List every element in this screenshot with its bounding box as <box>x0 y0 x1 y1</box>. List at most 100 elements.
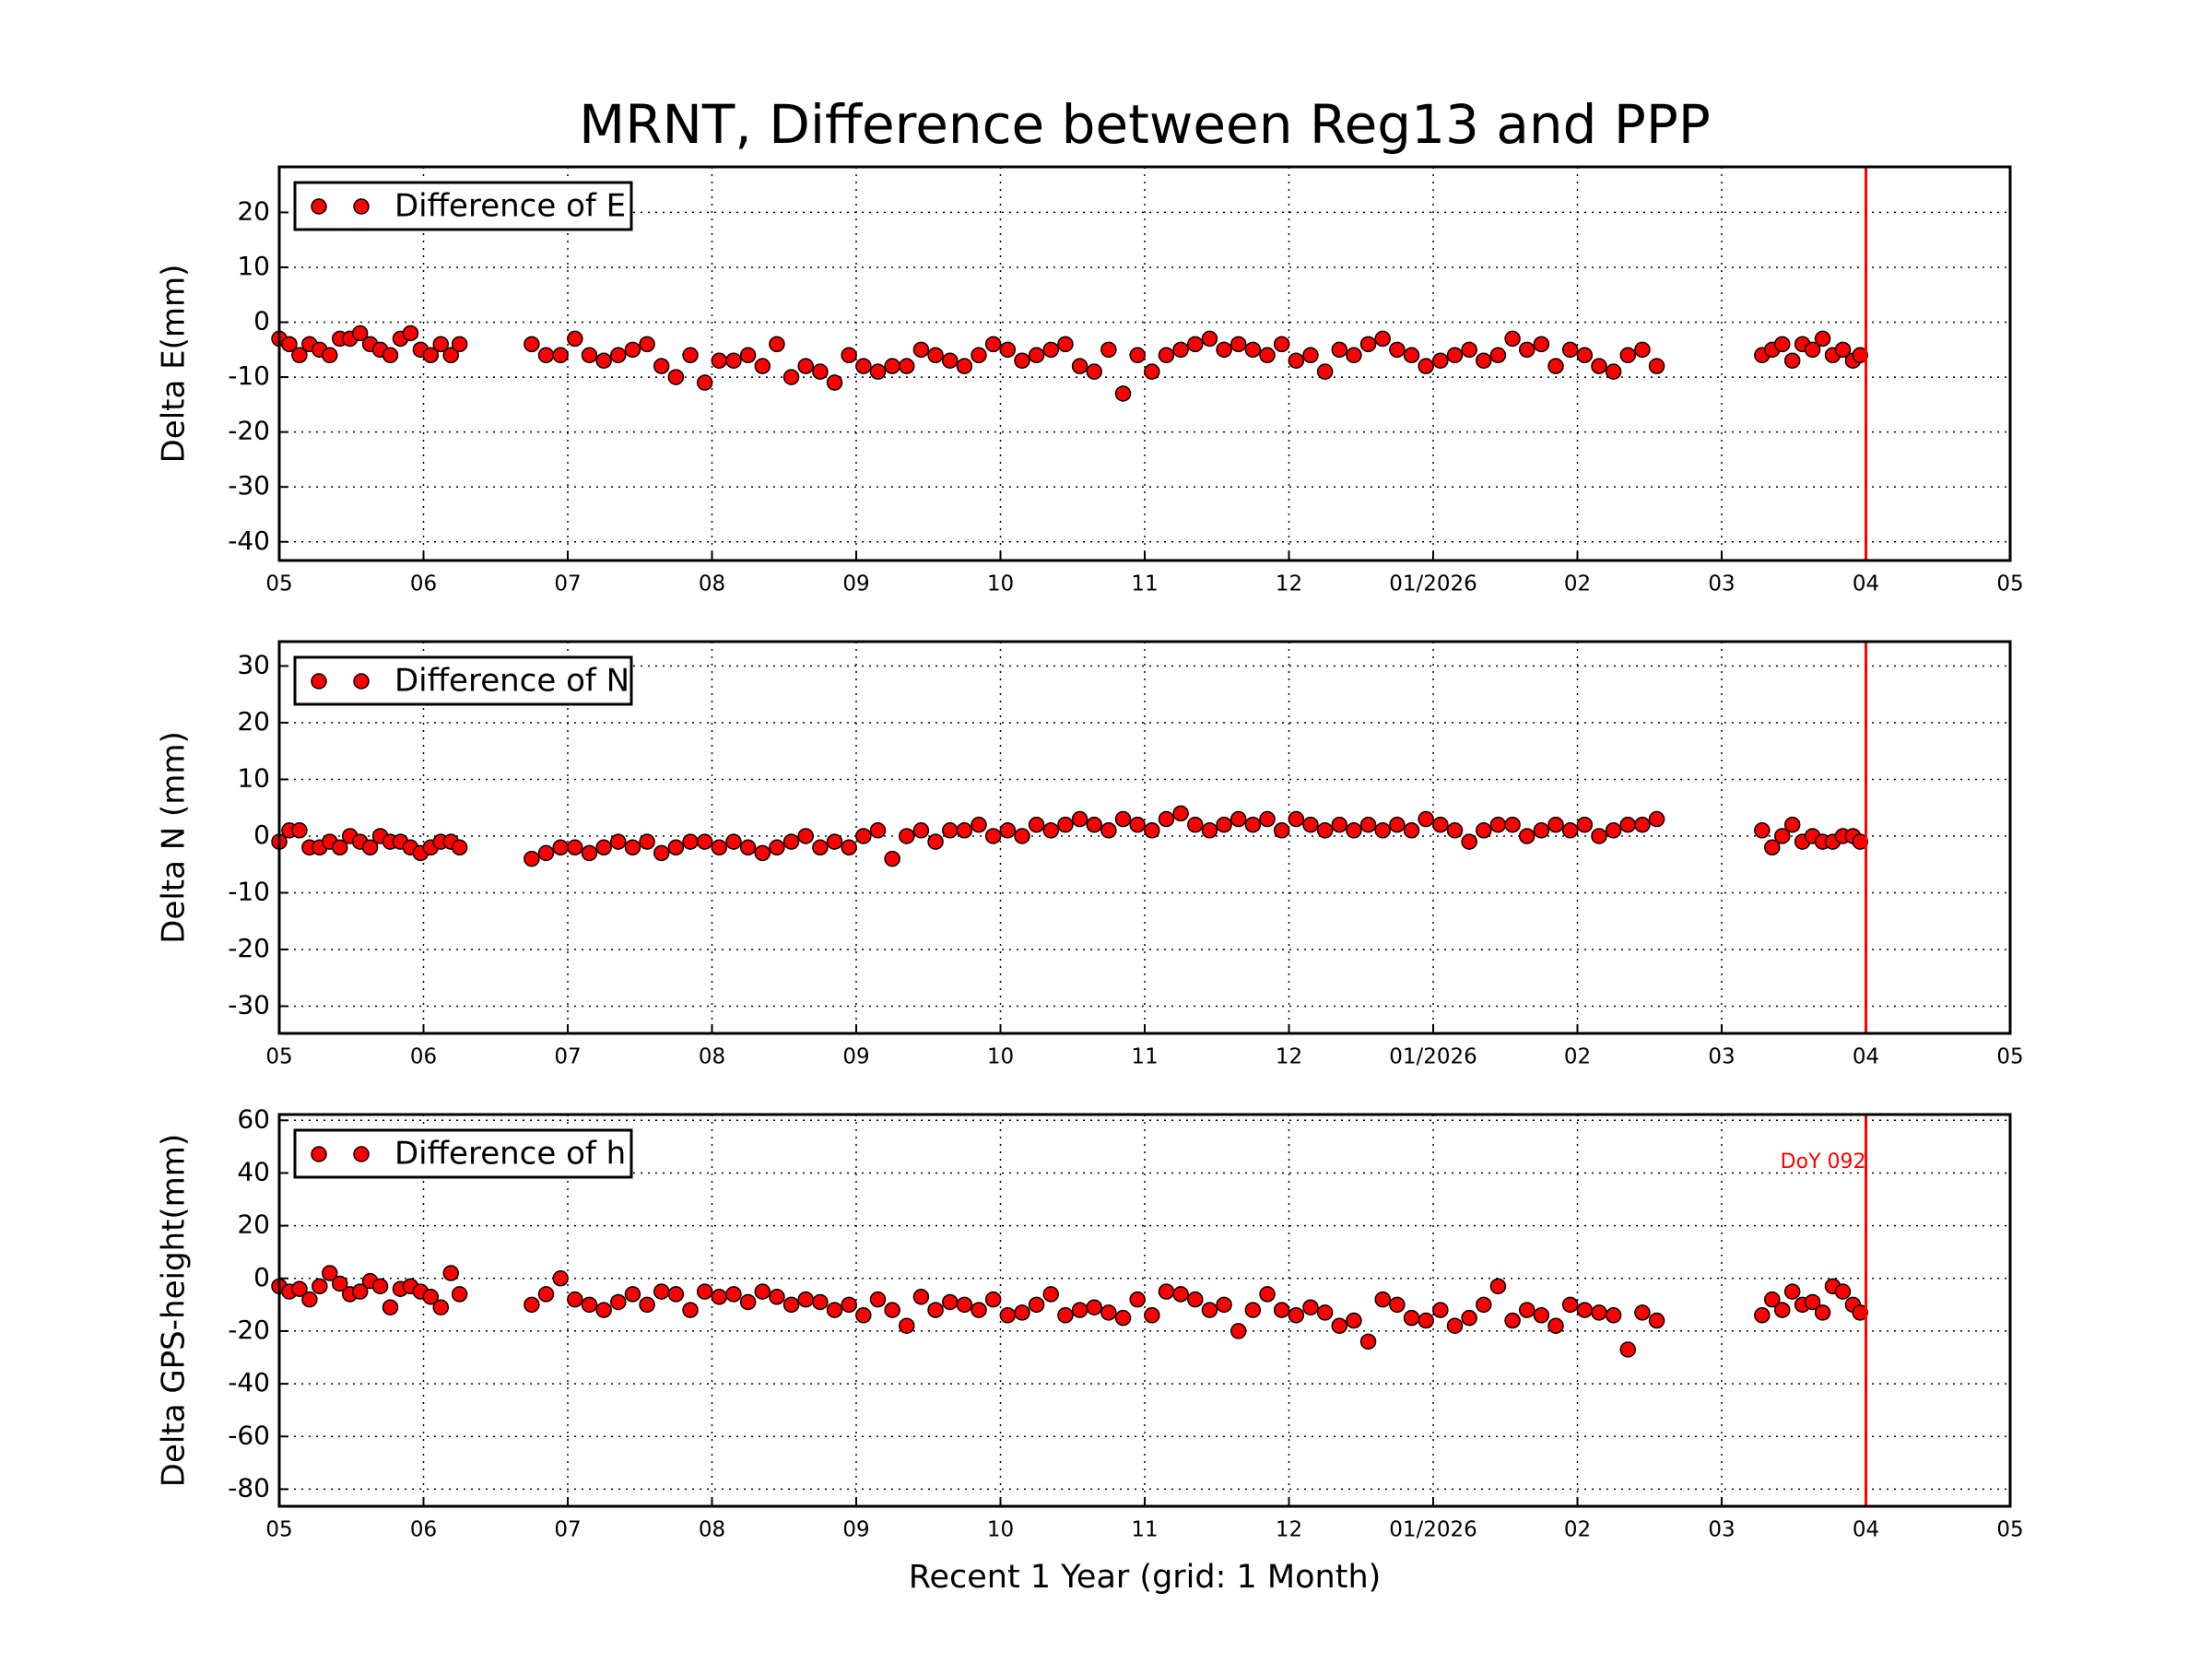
x-tick-label: 03 <box>1708 1045 1735 1069</box>
data-point <box>739 1293 757 1311</box>
data-point <box>610 1293 627 1311</box>
data-point <box>1244 341 1262 359</box>
x-tick-label: 05 <box>265 572 292 596</box>
y-tick-label: -60 <box>228 1420 270 1450</box>
data-point <box>552 1270 569 1287</box>
data-point <box>1432 352 1449 369</box>
plot-frame <box>277 1113 2012 1508</box>
data-point <box>739 347 757 364</box>
data-point <box>1489 816 1507 833</box>
data-point <box>1187 336 1204 353</box>
x-tick-label: 05 <box>1996 572 2023 596</box>
x-tick-label: 06 <box>410 572 437 596</box>
data-point <box>797 358 814 374</box>
data-point <box>1446 1317 1464 1334</box>
data-point <box>1764 1291 1781 1308</box>
data-point <box>696 833 713 850</box>
data-point <box>1561 341 1579 359</box>
data-point <box>382 347 399 364</box>
data-point <box>769 336 785 353</box>
legend-box <box>293 181 633 231</box>
data-point <box>1504 816 1521 833</box>
data-point <box>1216 1296 1232 1314</box>
y-tick-label: -20 <box>228 1315 270 1345</box>
data-point <box>1057 336 1074 353</box>
data-point <box>739 839 757 856</box>
data-point <box>281 336 298 353</box>
y-tick-label: -40 <box>228 1367 270 1398</box>
data-point <box>1389 816 1406 833</box>
y-tick-label: -10 <box>228 360 270 391</box>
data-point <box>797 1291 814 1308</box>
legend-marker <box>311 1146 327 1162</box>
data-point <box>1042 341 1060 359</box>
data-point <box>1461 1309 1477 1327</box>
data-point <box>1605 363 1622 380</box>
x-tick-label: 09 <box>842 572 869 596</box>
data-point <box>667 369 685 385</box>
data-point <box>1576 347 1594 364</box>
x-tick-label: 07 <box>554 572 581 596</box>
x-tick-label: 10 <box>987 1518 1014 1542</box>
data-point <box>956 358 973 374</box>
x-tick-label: 08 <box>699 1045 725 1069</box>
data-point <box>956 822 973 839</box>
data-point <box>301 1291 318 1308</box>
data-point <box>322 1265 338 1281</box>
data-point <box>1504 1312 1521 1329</box>
data-point <box>855 828 872 844</box>
data-point <box>884 358 900 374</box>
data-point <box>971 1302 987 1318</box>
data-point <box>1071 1302 1088 1318</box>
data-point <box>1244 1302 1262 1318</box>
data-point <box>1783 816 1801 833</box>
data-point <box>1754 822 1771 839</box>
data-point <box>1605 822 1622 839</box>
x-tick-label: 01/2026 <box>1389 1045 1477 1069</box>
legend-box <box>293 1128 633 1179</box>
y-tick-label: 0 <box>253 1262 270 1292</box>
x-tick-label: 01/2026 <box>1389 572 1477 596</box>
data-point <box>1129 347 1146 364</box>
data-point <box>1804 1293 1821 1311</box>
data-point <box>1057 816 1074 833</box>
data-point <box>537 347 555 364</box>
x-tick-label: 03 <box>1708 572 1735 596</box>
data-point <box>984 1291 1002 1308</box>
data-point <box>291 822 308 839</box>
data-point <box>782 833 800 850</box>
data-point <box>1187 816 1204 833</box>
data-point <box>754 358 771 374</box>
data-point <box>1028 1296 1045 1314</box>
data-point <box>524 850 540 867</box>
data-point <box>667 839 685 856</box>
x-tick-label: 05 <box>265 1045 292 1069</box>
y-tick-label: 40 <box>237 1156 270 1186</box>
data-point <box>1114 385 1132 402</box>
data-point <box>1144 363 1160 380</box>
data-point <box>1576 1302 1594 1318</box>
data-point <box>1014 352 1030 369</box>
data-point <box>1619 816 1637 833</box>
data-point <box>1852 1304 1868 1321</box>
data-point <box>1461 833 1477 850</box>
data-point <box>351 1283 369 1300</box>
data-point <box>595 839 612 856</box>
data-point <box>1288 810 1305 828</box>
data-point <box>537 844 555 862</box>
data-point <box>1057 1307 1074 1324</box>
data-point <box>812 1293 829 1311</box>
data-point <box>812 363 829 380</box>
data-point <box>1187 1291 1204 1308</box>
legend-label: Difference of h <box>394 1136 626 1173</box>
data-point <box>1476 822 1492 839</box>
x-tick-label: 08 <box>699 1518 725 1542</box>
data-point <box>1316 822 1334 839</box>
data-point <box>1561 822 1579 839</box>
data-point <box>1533 336 1550 353</box>
data-point <box>1648 1312 1665 1329</box>
y-tick-label: -40 <box>228 525 270 556</box>
data-point <box>610 833 627 850</box>
data-point <box>1129 816 1146 833</box>
data-point <box>451 1286 468 1303</box>
